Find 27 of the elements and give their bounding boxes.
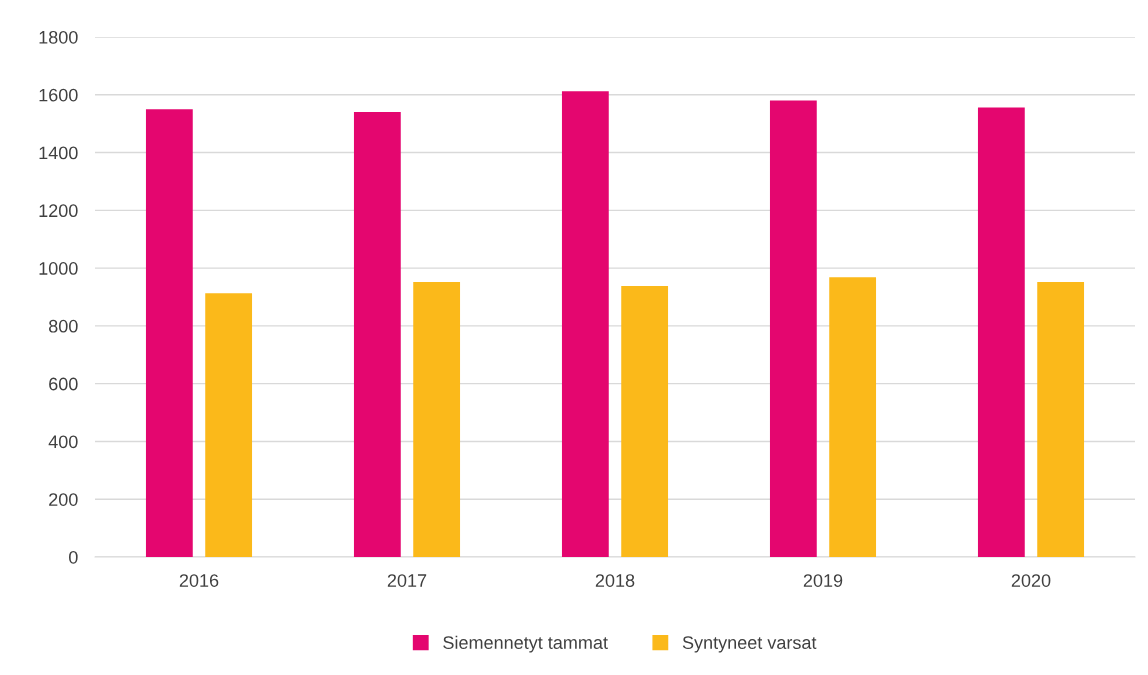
y-tick-label: 1600	[39, 88, 78, 102]
bar	[769, 100, 817, 557]
y-tick-label: 1200	[39, 204, 78, 218]
bar	[977, 107, 1025, 557]
x-tick-label: 2017	[387, 574, 427, 587]
legend-label: Syntyneet varsat	[682, 636, 817, 653]
bar	[621, 286, 669, 557]
x-tick-label: 2020	[1011, 574, 1051, 587]
y-tick-label: 600	[49, 377, 78, 391]
y-tick-label: 400	[48, 435, 78, 449]
bar	[1037, 281, 1085, 557]
y-tick-label: 1000	[39, 262, 78, 275]
bar	[205, 293, 253, 557]
bar	[413, 281, 461, 557]
y-tick-label: 800	[49, 319, 78, 333]
y-tick-label: 1400	[39, 146, 78, 160]
bar	[829, 277, 877, 557]
y-tick-label: 200	[49, 493, 78, 506]
bar	[145, 109, 193, 557]
bar	[353, 112, 401, 557]
y-tick-label: 1800	[39, 30, 78, 44]
y-tick-label: 0	[69, 550, 78, 564]
legend-label: Siemennetyt tammat	[443, 635, 608, 653]
bar	[561, 91, 609, 557]
x-tick-label: 2016	[179, 574, 219, 587]
x-tick-label: 2018	[595, 574, 635, 587]
x-tick-label: 2019	[803, 574, 843, 587]
